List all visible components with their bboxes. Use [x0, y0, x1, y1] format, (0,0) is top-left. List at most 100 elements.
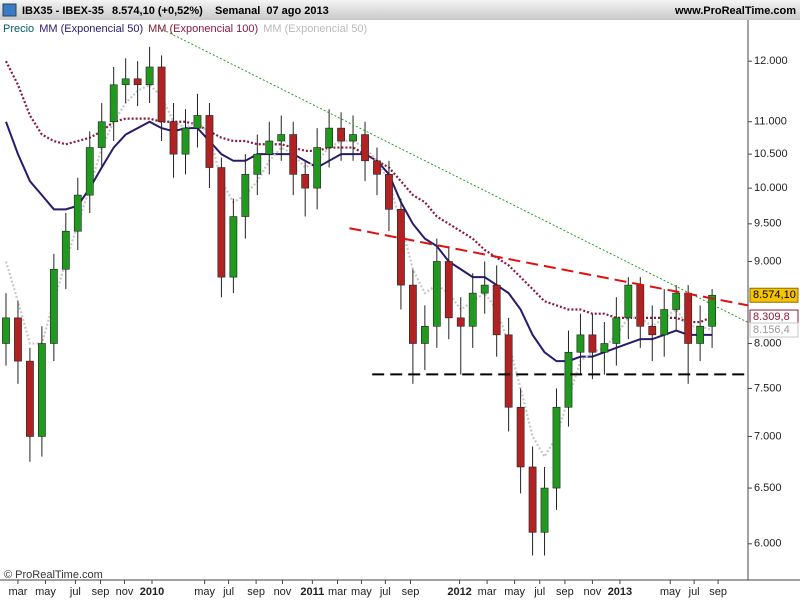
x-tick-label: may [351, 586, 372, 598]
candle-body [660, 309, 669, 336]
candle-body [385, 174, 393, 210]
footer: © ProRealTime.com [4, 569, 103, 581]
moving-average [4, 83, 713, 459]
x-tick-label: mar [328, 586, 347, 598]
candle-body [636, 284, 645, 327]
legend-entry: Precio [3, 23, 34, 35]
candle-body [37, 343, 46, 437]
candle-body [588, 334, 597, 353]
candle-body [14, 317, 22, 362]
candle-body [229, 216, 238, 278]
x-tick-label: nov [116, 586, 134, 598]
x-tick-label: may [35, 586, 56, 598]
candle-body [576, 334, 585, 353]
candle-body [217, 167, 226, 278]
x-tick-label: 2012 [447, 586, 471, 598]
x-tick-label: 2010 [140, 586, 164, 598]
y-tick-label: 12.000 [754, 55, 788, 67]
candle-body [145, 66, 154, 86]
candle-body [708, 294, 716, 327]
candle-body [672, 292, 681, 310]
x-tick-label: jul [688, 586, 700, 598]
axes: 6.000 6.500 7.000 7.500 8.000 9.000 9.500 10.00… [8, 55, 799, 598]
candle-body [205, 115, 214, 168]
x-tick-label: nov [274, 586, 292, 598]
candle-body [456, 317, 465, 327]
candle-body [528, 466, 537, 533]
last-value-label: 8.309,8 [753, 311, 790, 323]
y-tick-label: 7.000 [754, 430, 782, 442]
x-tick-label: jul [222, 586, 234, 598]
candle-body [624, 284, 633, 319]
x-tick-label: mar [8, 586, 27, 598]
candle-body [349, 134, 357, 142]
y-tick-label: 9.500 [754, 218, 782, 230]
x-tick-label: jul [533, 586, 545, 598]
candle-body [61, 230, 70, 270]
header-icon[interactable] [2, 3, 17, 17]
last-value-label: 8.574,10 [753, 289, 796, 301]
y-tick-label: 7.500 [754, 382, 782, 394]
candle-body [504, 334, 513, 408]
candle-body [564, 351, 573, 408]
x-tick-label: sep [556, 586, 574, 598]
site: www.ProRealTime.com [674, 5, 796, 17]
y-tick-label: 8.000 [754, 337, 782, 349]
candle-body [2, 317, 10, 344]
legend: Precio MM (Exponencial 50) MM (Exponencial… [3, 23, 367, 35]
candle-body [397, 209, 405, 286]
candle-body [253, 153, 262, 175]
x-tick-label: sep [402, 586, 420, 598]
candle-body [468, 292, 477, 327]
x-tick-label: sep [92, 586, 110, 598]
candle-body [265, 140, 274, 155]
candle-body [337, 127, 345, 142]
plot-area [2, 27, 748, 556]
candle-body [696, 325, 705, 344]
y-tick-label: 6.500 [754, 482, 782, 494]
candle-body [157, 66, 166, 123]
x-tick-label: 2011 [300, 586, 324, 598]
y-tick-label: 6.000 [754, 538, 782, 550]
x-tick-label: may [194, 586, 215, 598]
candle-body [648, 325, 657, 336]
candle-body [121, 78, 130, 86]
candle-body [432, 261, 441, 327]
trendline [158, 27, 748, 323]
trendline [349, 227, 748, 307]
moving-average [5, 120, 713, 363]
last-value-label: 8.156,4 [753, 324, 790, 336]
candle-body [409, 284, 417, 344]
candle-body [277, 134, 286, 142]
last-value-box [749, 287, 799, 303]
candle-body [193, 115, 202, 129]
candle-body [552, 406, 561, 489]
candle-body [420, 325, 429, 344]
y-tick-label: 10.500 [754, 148, 788, 160]
candle-body [540, 487, 549, 533]
candle-body [169, 121, 178, 155]
candle-body [97, 121, 106, 148]
y-tick-label: 9.000 [754, 255, 782, 267]
x-tick-label: nov [584, 586, 602, 598]
candle-body [313, 147, 322, 189]
symbol: IBX35 - IBEX-35 [22, 5, 104, 17]
legend-entry: MM (Exponencial 50) [263, 23, 367, 35]
x-tick-label: mar [478, 586, 497, 598]
x-tick-label: sep [709, 586, 727, 598]
candle-body [373, 160, 381, 175]
candle-body [289, 134, 298, 175]
header-bar [0, 0, 800, 20]
candle-body [241, 174, 250, 217]
x-tick-label: may [504, 586, 525, 598]
x-tick-label: may [660, 586, 681, 598]
candle-body [600, 343, 609, 353]
price: 8.574,10 (+0,52%) [112, 5, 203, 17]
candle-body [480, 284, 489, 294]
candle-body [492, 284, 501, 336]
x-tick-label: 2013 [608, 586, 632, 598]
candle-body [85, 147, 94, 196]
candle-body [612, 317, 621, 344]
